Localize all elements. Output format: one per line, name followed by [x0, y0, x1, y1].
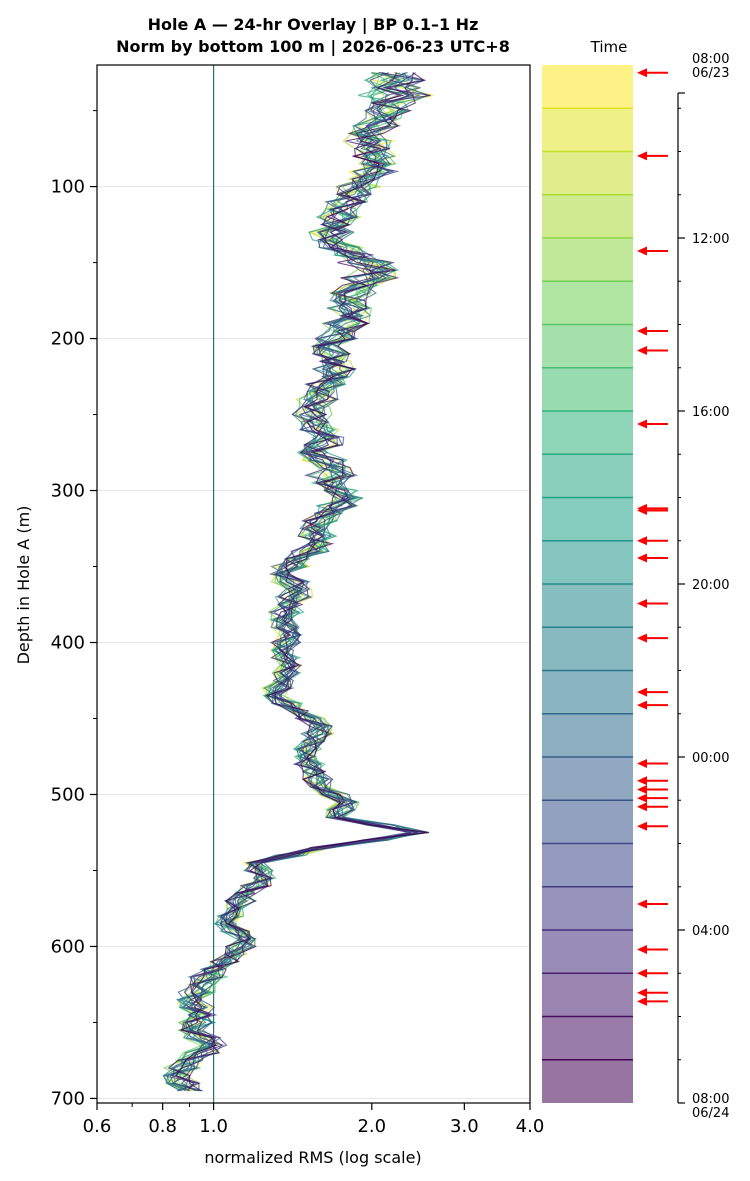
event-arrow — [637, 988, 668, 998]
event-arrow — [637, 505, 668, 515]
colorbar-band — [542, 1016, 633, 1060]
colorbar-band — [542, 108, 633, 152]
colorbar-label: Time — [590, 38, 628, 56]
colorbar-band — [542, 454, 633, 498]
event-arrow — [637, 784, 668, 794]
event-arrow — [637, 700, 668, 710]
series-line — [167, 72, 427, 1092]
x-tick-label: 2.0 — [357, 1116, 386, 1137]
y-tick-label: 400 — [51, 633, 85, 654]
time-tick-label: 08:00 — [692, 1092, 729, 1107]
event-arrow — [637, 151, 668, 161]
time-tick-label: 12:00 — [692, 232, 729, 247]
colorbar-band — [542, 886, 633, 930]
event-arrow — [637, 419, 668, 429]
event-arrows — [637, 68, 668, 1006]
event-arrow — [637, 996, 668, 1006]
time-tick-date: 06/24 — [692, 1106, 729, 1121]
x-tick-label: 0.8 — [148, 1116, 177, 1137]
time-tick-label: 04:00 — [692, 924, 729, 939]
event-arrow — [637, 598, 668, 608]
event-arrow — [637, 758, 668, 768]
event-arrow — [637, 633, 668, 643]
colorbar-band — [542, 151, 633, 195]
y-tick-label: 500 — [51, 784, 85, 805]
event-arrow — [637, 68, 668, 78]
grid-lines — [97, 186, 530, 1099]
time-tick-label: 20:00 — [692, 578, 729, 593]
series-line — [170, 72, 427, 1091]
series-lines — [162, 72, 434, 1092]
series-line — [175, 72, 430, 1092]
axes: 0.6 0.8 1.0 2.0 3.0 4.0 100 200 300 400 500 600 700 — [51, 110, 545, 1137]
colorbar-band — [542, 367, 633, 411]
y-tick-label: 100 — [51, 177, 85, 198]
colorbar-band — [542, 627, 633, 671]
x-tick-label: 3.0 — [450, 1116, 479, 1137]
series-line — [163, 72, 421, 1092]
time-colorbar — [542, 65, 633, 1103]
time-tick-label: 00:00 — [692, 751, 729, 766]
colorbar-band — [542, 65, 633, 109]
event-arrow — [637, 821, 668, 831]
series-line — [167, 72, 430, 1092]
colorbar-band — [542, 713, 633, 757]
colorbar-band — [542, 497, 633, 541]
y-tick-label: 200 — [51, 329, 85, 350]
y-tick-label: 700 — [51, 1088, 85, 1109]
series-line — [171, 72, 418, 1092]
colorbar-band — [542, 843, 633, 887]
time-tick-label: 16:00 — [692, 405, 729, 420]
event-arrow — [637, 802, 668, 812]
event-arrow — [637, 776, 668, 786]
event-arrow — [637, 687, 668, 697]
series-line — [174, 72, 416, 1092]
colorbar-band — [542, 540, 633, 584]
event-arrow — [637, 793, 668, 803]
time-tick-date: 06/23 — [692, 66, 729, 81]
colorbar-band — [542, 670, 633, 714]
event-arrow — [637, 944, 668, 954]
colorbar-band — [542, 973, 633, 1017]
event-arrow — [637, 899, 668, 909]
y-tick-label: 600 — [51, 936, 85, 957]
colorbar-band — [542, 584, 633, 628]
event-arrow — [637, 326, 668, 336]
chart-subtitle: Norm by bottom 100 m | 2026-06-23 UTC+8 — [116, 37, 510, 57]
event-arrow — [637, 968, 668, 978]
colorbar-band — [542, 281, 633, 325]
event-arrow — [637, 345, 668, 355]
plot-frame — [96, 64, 531, 1104]
chart-title: Hole A — 24-hr Overlay | BP 0.1–1 Hz — [148, 15, 479, 35]
y-tick-label: 300 — [51, 481, 85, 502]
event-arrow — [637, 536, 668, 546]
event-arrow — [637, 246, 668, 256]
colorbar-band — [542, 1059, 633, 1103]
colorbar-band — [542, 324, 633, 368]
colorbar-band — [542, 800, 633, 844]
series-line — [165, 72, 413, 1092]
time-tick-label: 08:00 — [692, 52, 729, 67]
x-tick-label: 4.0 — [516, 1116, 545, 1137]
colorbar-band — [542, 930, 633, 974]
colorbar-band — [542, 757, 633, 801]
x-axis-label: normalized RMS (log scale) — [204, 1148, 421, 1167]
series-line — [162, 72, 428, 1092]
colorbar-band — [542, 411, 633, 455]
y-axis-label: Depth in Hole A (m) — [14, 506, 33, 665]
colorbar-band — [542, 194, 633, 238]
event-arrow — [637, 553, 668, 563]
series-line — [170, 72, 431, 1091]
x-tick-label: 0.6 — [83, 1116, 112, 1137]
colorbar-band — [542, 238, 633, 282]
time-axis: 08:0006/2312:0016:0020:0000:0004:0008:00… — [677, 52, 729, 1121]
x-tick-label: 1.0 — [199, 1116, 228, 1137]
